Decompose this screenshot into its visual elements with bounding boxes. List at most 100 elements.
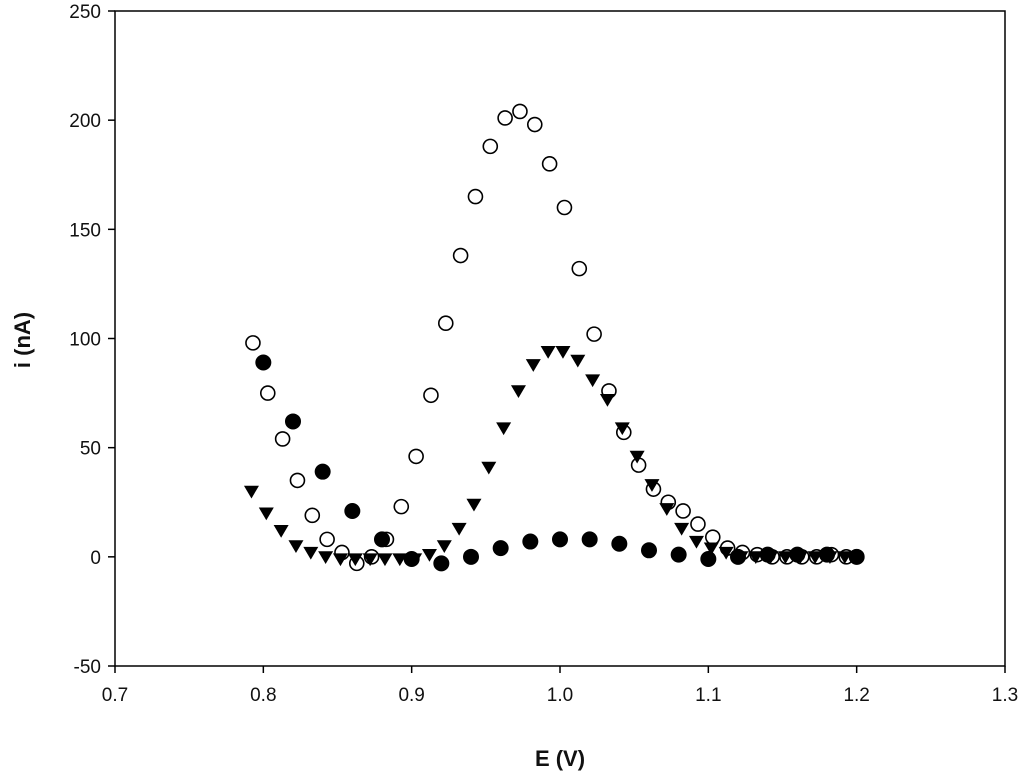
data-point-filled-circle bbox=[670, 546, 687, 563]
data-point-open-circle bbox=[541, 156, 558, 172]
x-tick-label: 1.1 bbox=[695, 685, 721, 706]
y-tick-label: -50 bbox=[74, 657, 101, 678]
data-point-filled-circle bbox=[314, 463, 331, 480]
data-point-filled-triangle bbox=[288, 540, 304, 554]
x-tick-label: 0.8 bbox=[250, 685, 276, 706]
data-point-filled-triangle bbox=[243, 485, 259, 499]
data-point-filled-triangle bbox=[792, 551, 808, 564]
data-point-filled-triangle bbox=[733, 551, 749, 564]
data-point-filled-circle bbox=[463, 548, 479, 565]
y-tick-label: 250 bbox=[69, 2, 101, 23]
data-point-filled-triangle bbox=[347, 553, 363, 567]
data-point-filled-triangle bbox=[318, 551, 334, 564]
data-point-open-circle bbox=[408, 448, 424, 465]
data-point-open-circle bbox=[526, 116, 543, 133]
data-point-filled-triangle bbox=[436, 540, 452, 554]
data-point-filled-circle bbox=[848, 548, 865, 565]
data-point-filled-triangle bbox=[659, 503, 675, 516]
x-axis-title: E (V) bbox=[535, 746, 585, 771]
data-point-open-circle bbox=[274, 431, 291, 447]
data-point-filled-circle bbox=[641, 542, 657, 559]
data-point-open-circle bbox=[467, 188, 484, 205]
y-axis-title: i (nA) bbox=[10, 312, 35, 368]
data-point-open-circle bbox=[497, 110, 513, 126]
data-point-filled-circle bbox=[255, 354, 272, 371]
data-point-filled-triangle bbox=[362, 553, 378, 567]
data-point-open-circle bbox=[304, 507, 321, 524]
data-point-open-circle bbox=[319, 531, 335, 548]
data-point-filled-triangle bbox=[674, 522, 690, 536]
x-axis: 0.7 0.8 0.9 1.0 1.1 1.2 1.3 bbox=[102, 666, 1018, 706]
y-tick-label: 150 bbox=[69, 220, 101, 241]
data-point-open-circle bbox=[556, 199, 573, 216]
y-axis: -50 0 50 100 150 200 250 bbox=[69, 2, 115, 678]
x-tick-label: 1.3 bbox=[992, 685, 1018, 706]
data-point-filled-triangle bbox=[644, 479, 660, 492]
data-point-filled-triangle bbox=[807, 551, 823, 564]
data-point-filled-triangle bbox=[377, 553, 393, 567]
data-point-filled-triangle bbox=[481, 461, 497, 475]
data-point-filled-triangle bbox=[718, 546, 734, 560]
data-point-filled-triangle bbox=[688, 535, 704, 549]
data-point-filled-triangle bbox=[629, 450, 645, 464]
data-point-open-circle bbox=[586, 326, 602, 342]
data-point-filled-circle bbox=[522, 533, 539, 550]
x-tick-label: 0.9 bbox=[398, 685, 424, 706]
data-point-filled-triangle bbox=[496, 422, 512, 436]
data-point-filled-circle bbox=[374, 531, 390, 548]
data-point-filled-circle bbox=[700, 551, 717, 568]
x-tick-label: 1.0 bbox=[547, 685, 573, 706]
data-point-filled-triangle bbox=[822, 551, 838, 564]
data-point-open-circle bbox=[393, 498, 410, 515]
data-point-filled-triangle bbox=[837, 551, 853, 564]
data-point-open-circle bbox=[571, 260, 588, 277]
data-point-filled-triangle bbox=[585, 374, 601, 388]
data-point-filled-triangle bbox=[303, 546, 319, 560]
data-point-open-circle bbox=[675, 503, 691, 519]
data-point-open-circle bbox=[437, 315, 454, 332]
data-point-filled-triangle bbox=[258, 507, 274, 521]
x-tick-label: 1.2 bbox=[843, 685, 869, 706]
data-point-open-circle bbox=[704, 529, 721, 545]
data-point-filled-triangle bbox=[407, 553, 423, 567]
data-point-open-circle bbox=[259, 385, 276, 401]
data-point-filled-triangle bbox=[703, 542, 719, 556]
data-point-filled-triangle bbox=[614, 422, 630, 436]
data-point-filled-triangle bbox=[332, 553, 348, 567]
y-tick-label: 100 bbox=[69, 330, 101, 351]
data-points bbox=[243, 103, 865, 572]
data-point-open-circle bbox=[245, 335, 261, 351]
data-point-filled-circle bbox=[581, 531, 598, 548]
y-tick-label: 50 bbox=[80, 439, 101, 460]
data-point-filled-triangle bbox=[392, 553, 408, 567]
data-point-filled-triangle bbox=[599, 394, 615, 407]
y-tick-label: 200 bbox=[69, 111, 101, 132]
data-point-filled-circle bbox=[492, 540, 509, 557]
data-point-filled-circle bbox=[611, 535, 628, 552]
data-point-filled-triangle bbox=[466, 498, 482, 512]
data-point-filled-triangle bbox=[570, 354, 586, 368]
data-point-filled-circle bbox=[344, 502, 361, 519]
data-point-filled-triangle bbox=[421, 549, 437, 562]
data-point-open-circle bbox=[512, 103, 528, 120]
data-point-filled-triangle bbox=[555, 345, 571, 359]
data-point-open-circle bbox=[289, 472, 306, 489]
data-point-filled-circle bbox=[433, 555, 450, 572]
data-point-filled-triangle bbox=[510, 385, 526, 399]
data-point-filled-triangle bbox=[451, 522, 467, 536]
data-point-filled-triangle bbox=[540, 345, 556, 359]
data-point-filled-triangle bbox=[777, 551, 793, 564]
x-tick-label: 0.7 bbox=[102, 685, 128, 706]
data-point-open-circle bbox=[482, 138, 499, 155]
data-point-filled-circle bbox=[285, 413, 301, 430]
data-point-open-circle bbox=[423, 387, 439, 404]
data-point-filled-circle bbox=[552, 531, 568, 548]
data-point-filled-triangle bbox=[525, 359, 541, 372]
data-point-filled-triangle bbox=[763, 551, 779, 564]
data-point-open-circle bbox=[452, 247, 469, 264]
y-tick-label: 0 bbox=[90, 548, 101, 569]
data-point-filled-triangle bbox=[273, 525, 289, 538]
data-point-open-circle bbox=[690, 516, 706, 532]
data-point-filled-triangle bbox=[748, 551, 764, 564]
